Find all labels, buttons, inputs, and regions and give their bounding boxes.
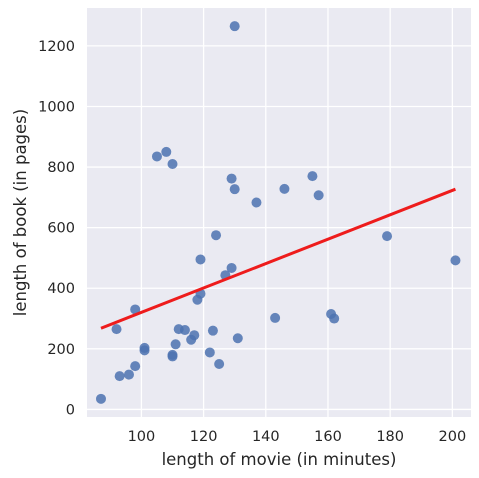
y-tick-label: 600 (47, 221, 75, 237)
y-tick-label: 1000 (38, 99, 75, 115)
scatter-point (111, 324, 122, 335)
scatter-point (204, 347, 215, 358)
scatter-point (211, 230, 222, 241)
scatter-point (151, 151, 162, 162)
scatter-point (232, 333, 243, 344)
x-tick-label: 200 (439, 429, 467, 445)
y-tick-label: 200 (47, 342, 75, 358)
scatter-point (214, 358, 225, 369)
scatter-point (382, 231, 393, 242)
scatter-point (123, 369, 134, 380)
scatter-point (207, 325, 218, 336)
scatter-point (229, 184, 240, 195)
scatter-point (114, 371, 125, 382)
x-tick-label: 100 (128, 429, 156, 445)
scatter-point (226, 262, 237, 273)
scatter-point (251, 197, 262, 208)
scatter-point (179, 325, 190, 336)
y-tick-label: 400 (47, 281, 75, 297)
scatter-point (226, 173, 237, 184)
x-tick-label: 180 (376, 429, 404, 445)
scatter-point (450, 255, 461, 266)
scatter-point (170, 339, 181, 350)
x-tick-label: 120 (190, 429, 218, 445)
grid-lines (87, 8, 471, 417)
scatter-point (313, 190, 324, 201)
y-tick-label: 1200 (38, 39, 75, 55)
scatter-point (139, 342, 150, 353)
scatter-point (95, 393, 106, 404)
data-points (95, 21, 461, 404)
y-axis-label: length of book (in pages) (11, 109, 30, 316)
scatter-point (229, 21, 240, 32)
x-axis-label: length of movie (in minutes) (162, 450, 397, 469)
scatter-point (279, 183, 290, 194)
scatter-point (270, 312, 281, 323)
scatter-point (307, 171, 318, 182)
y-tick-labels: 0 200 400 600 800 1000 1200 (38, 39, 75, 419)
x-tick-label: 160 (314, 429, 342, 445)
scatter-point (189, 330, 200, 341)
scatter-point (130, 361, 141, 372)
scatter-point (167, 159, 178, 170)
scatter-point (161, 146, 172, 157)
scatter-point (130, 304, 141, 315)
y-tick-label: 0 (66, 402, 75, 418)
x-tick-labels: 100 120 140 160 180 200 (128, 429, 467, 445)
regression-line (100, 187, 457, 330)
scatter-point (195, 254, 206, 265)
scatter-point (329, 313, 340, 324)
x-tick-label: 140 (252, 429, 280, 445)
scatter-point (167, 351, 178, 362)
plot-background (87, 8, 471, 417)
y-tick-label: 800 (47, 160, 75, 176)
